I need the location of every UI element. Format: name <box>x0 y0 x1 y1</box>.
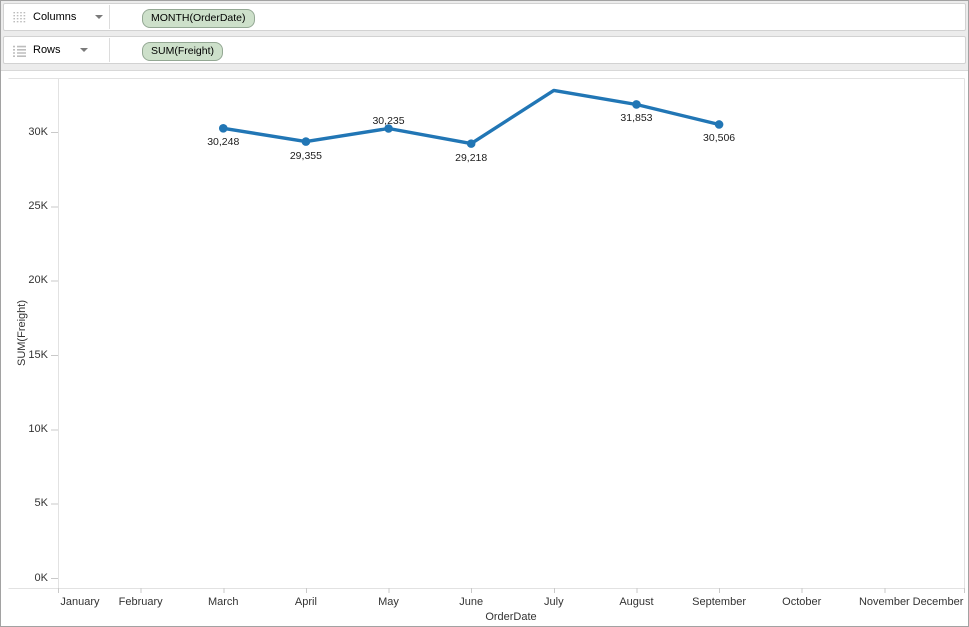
data-point[interactable] <box>714 120 724 129</box>
data-point-label: 30,248 <box>207 136 240 149</box>
data-point-label: 29,355 <box>289 149 322 162</box>
x-tick-label: November <box>858 596 910 608</box>
x-tick-label: June <box>459 596 484 608</box>
shelf-separator <box>109 38 110 62</box>
x-tick-label: May <box>378 596 399 608</box>
x-tick-label: October <box>782 596 822 608</box>
data-point[interactable] <box>218 124 228 133</box>
x-tick-label: July <box>544 596 564 608</box>
columns-icon <box>13 11 26 24</box>
pill-month-orderdate[interactable]: MONTH(OrderDate) <box>142 9 255 28</box>
columns-shelf-button[interactable]: Columns <box>4 4 109 30</box>
x-tick-label: March <box>207 596 239 608</box>
y-tick-label: 5K <box>34 497 48 510</box>
columns-shelf-label: Columns <box>33 11 77 23</box>
data-point[interactable] <box>466 139 476 148</box>
x-tick-label: August <box>619 596 654 608</box>
columns-dropdown-caret[interactable] <box>95 15 104 19</box>
x-tick-label: September <box>692 596 746 608</box>
x-tick-label: January <box>60 596 100 608</box>
data-point-label: 31,853 <box>620 112 653 125</box>
chart-pane <box>8 78 965 593</box>
data-point-label: 29,218 <box>455 151 488 164</box>
data-point[interactable] <box>301 137 311 146</box>
y-tick-label: 30K <box>28 125 48 138</box>
y-tick-label: 0K <box>34 571 48 584</box>
pill-sum-freight[interactable]: SUM(Freight) <box>142 42 224 61</box>
data-point[interactable] <box>632 100 641 109</box>
y-tick-label: 20K <box>28 274 48 287</box>
data-point[interactable] <box>384 124 393 133</box>
x-tick-label: December <box>912 596 964 608</box>
rows-dropdown-caret[interactable] <box>79 48 88 52</box>
data-point-label: 30,506 <box>703 132 736 145</box>
y-tick-label: 15K <box>28 348 48 361</box>
data-point-label: 30,235 <box>372 114 405 127</box>
chart-region: 0K 5K 10K 15K 20K 25K 30K January February March A… <box>1 70 968 626</box>
x-tick-label: April <box>294 596 317 608</box>
rows-shelf-label: Rows <box>33 44 61 56</box>
y-tick-label: 25K <box>28 199 48 212</box>
rows-shelf-button[interactable]: Rows <box>4 37 109 63</box>
shelf-separator <box>109 5 110 29</box>
x-tick-label: February <box>118 596 163 608</box>
y-tick-label: 10K <box>28 422 48 435</box>
columns-shelf[interactable]: Columns MONTH(OrderDate) <box>3 3 966 31</box>
rows-icon <box>13 44 26 57</box>
y-axis-title: SUM(Freight) <box>16 299 28 367</box>
x-axis-title: OrderDate <box>485 611 537 623</box>
rows-shelf[interactable]: Rows SUM(Freight) <box>3 36 966 64</box>
